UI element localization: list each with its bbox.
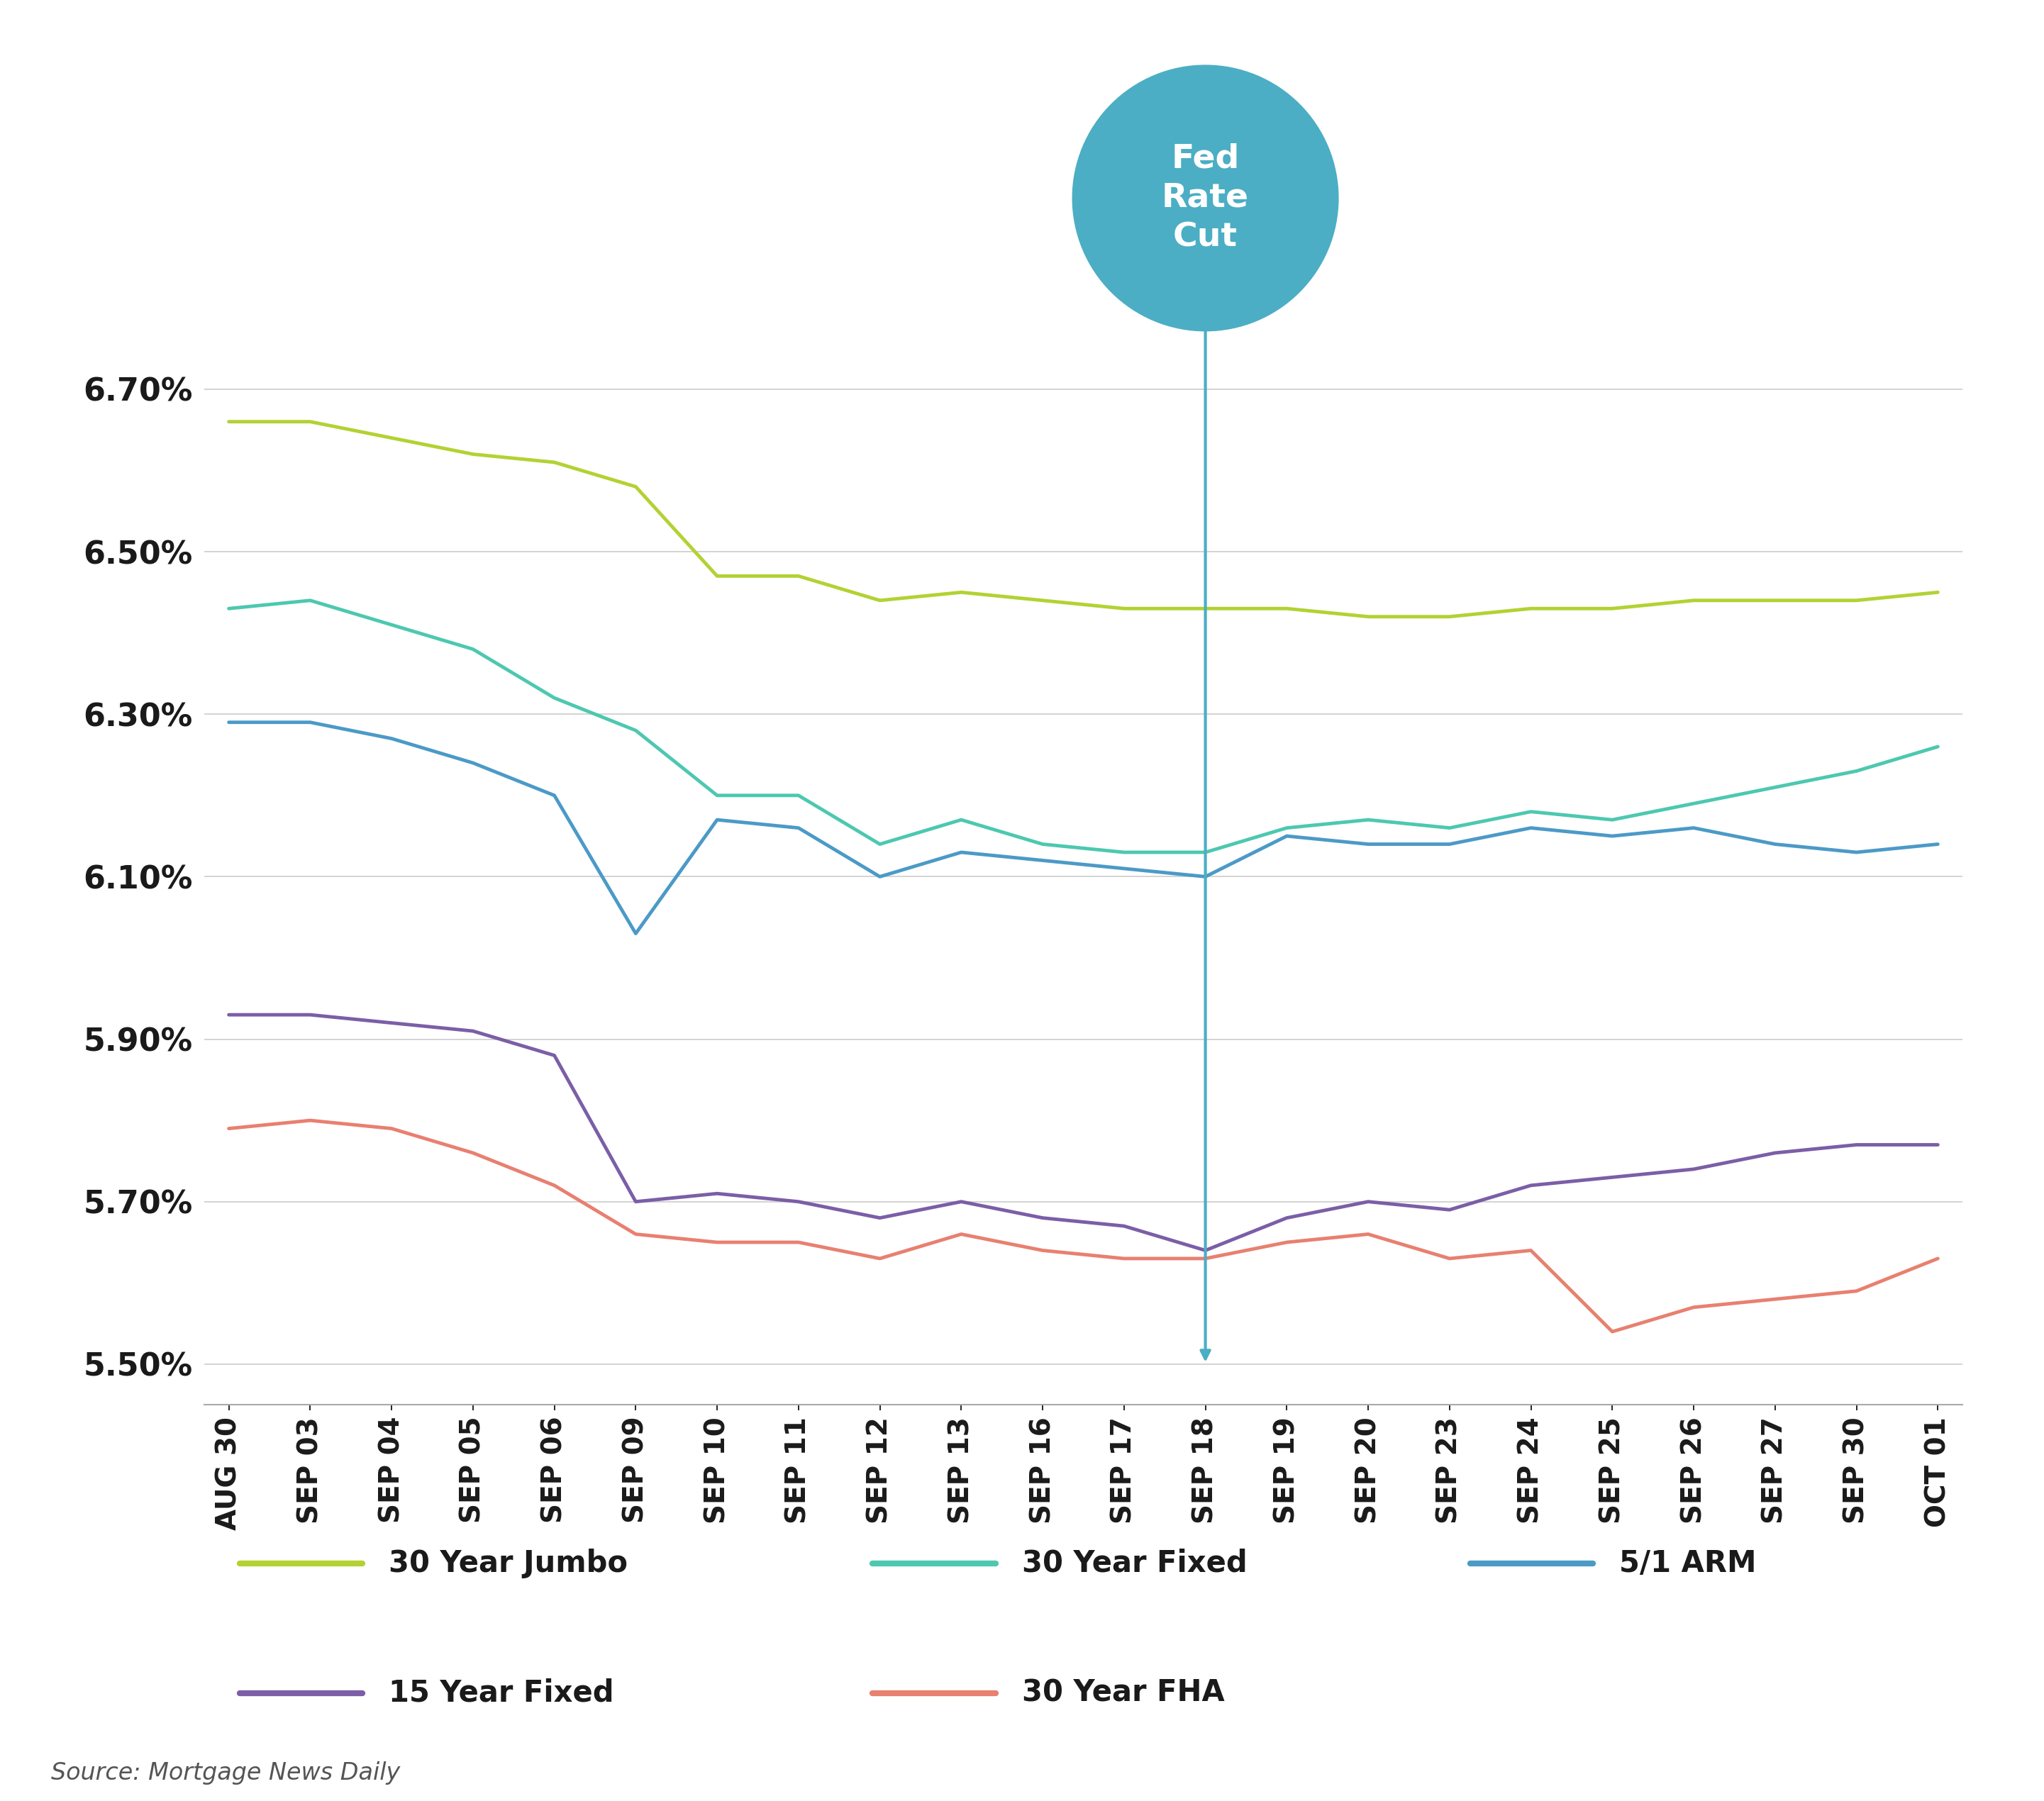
Text: Fed
Rate
Cut: Fed Rate Cut (1161, 142, 1249, 254)
Text: 15 Year Fixed: 15 Year Fixed (388, 1679, 615, 1707)
Text: 30 Year Fixed: 30 Year Fixed (1022, 1549, 1247, 1578)
Text: DAILY MORTGAGE RATES BY TYPE: DAILY MORTGAGE RATES BY TYPE (51, 52, 1120, 108)
Text: 30 Year Jumbo: 30 Year Jumbo (388, 1549, 628, 1578)
Text: 5/1 ARM: 5/1 ARM (1619, 1549, 1756, 1578)
Ellipse shape (1073, 65, 1339, 331)
Text: Source: Mortgage News Daily: Source: Mortgage News Daily (51, 1761, 401, 1785)
Text: 30 Year FHA: 30 Year FHA (1022, 1679, 1224, 1707)
